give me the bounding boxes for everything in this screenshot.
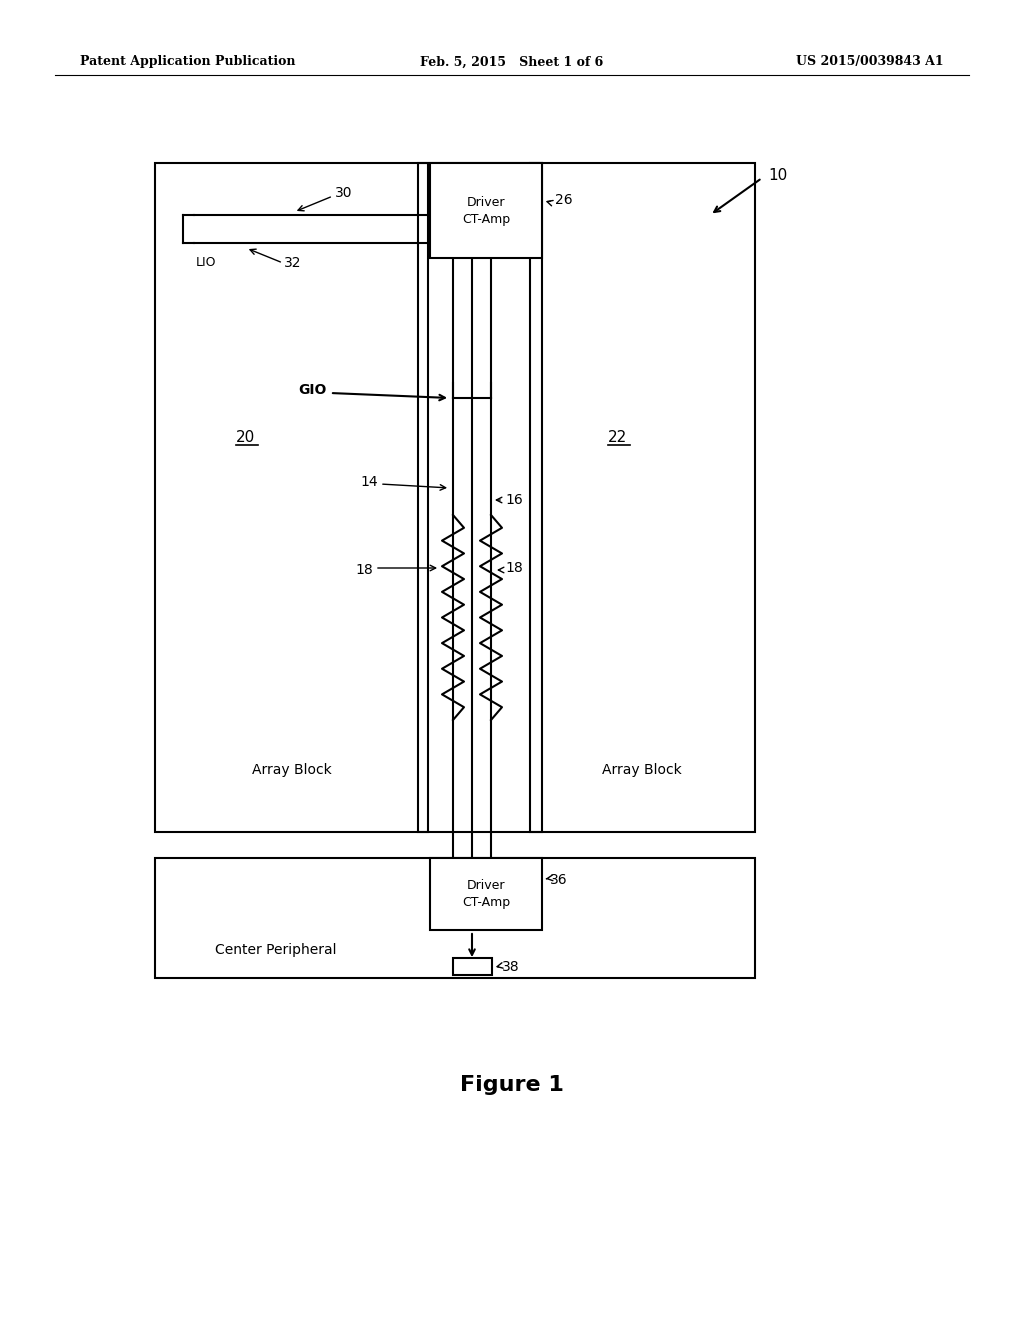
Text: 16: 16 bbox=[505, 492, 522, 507]
Text: US 2015/0039843 A1: US 2015/0039843 A1 bbox=[797, 55, 944, 69]
Bar bbox=[430, 162, 542, 257]
Text: LIO: LIO bbox=[196, 256, 216, 268]
Text: Driver
CT-Amp: Driver CT-Amp bbox=[462, 195, 510, 226]
Text: 14: 14 bbox=[360, 475, 378, 488]
Text: GIO: GIO bbox=[298, 383, 327, 397]
Text: 18: 18 bbox=[505, 561, 522, 576]
Text: 10: 10 bbox=[768, 168, 787, 182]
Text: 22: 22 bbox=[608, 430, 628, 446]
Text: 38: 38 bbox=[502, 960, 519, 974]
Text: Driver
CT-Amp: Driver CT-Amp bbox=[462, 879, 510, 909]
Bar bbox=[418, 162, 542, 832]
Text: Feb. 5, 2015   Sheet 1 of 6: Feb. 5, 2015 Sheet 1 of 6 bbox=[421, 55, 603, 69]
Text: 36: 36 bbox=[550, 873, 567, 887]
Text: 20: 20 bbox=[236, 430, 255, 446]
Text: Array Block: Array Block bbox=[602, 763, 682, 777]
Text: Patent Application Publication: Patent Application Publication bbox=[80, 55, 296, 69]
Text: 26: 26 bbox=[555, 193, 572, 207]
Text: 32: 32 bbox=[284, 256, 301, 271]
Text: Center Peripheral: Center Peripheral bbox=[215, 942, 337, 957]
Bar bbox=[530, 162, 755, 832]
Text: Array Block: Array Block bbox=[252, 763, 332, 777]
Bar bbox=[155, 858, 755, 978]
Bar bbox=[453, 958, 492, 975]
Bar bbox=[430, 858, 542, 931]
Text: Figure 1: Figure 1 bbox=[460, 1074, 564, 1096]
Bar bbox=[155, 162, 428, 832]
Text: 30: 30 bbox=[335, 186, 352, 201]
Text: 18: 18 bbox=[355, 564, 373, 577]
